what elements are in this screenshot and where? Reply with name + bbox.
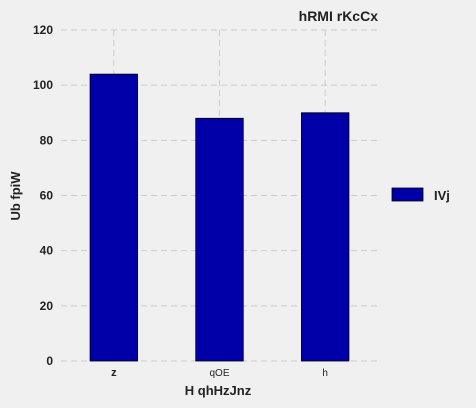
y-tick-label: 100 [33, 78, 53, 92]
y-tick-labels: 0 20 40 60 80 100 120 [33, 23, 53, 368]
x-tick-label: h [322, 368, 328, 379]
y-tick-label: 0 [46, 354, 53, 368]
y-tick-label: 40 [40, 244, 54, 258]
y-tick-label: 20 [40, 299, 54, 313]
bar-h [300, 112, 350, 362]
chart-title: hRMI rKcCx [299, 8, 379, 24]
bar-z [89, 73, 139, 362]
y-axis-title: Ub fpiW [8, 171, 23, 221]
y-tick-label: 80 [40, 133, 54, 147]
legend: IVj [391, 187, 450, 203]
bar-qOE [195, 117, 244, 362]
legend-swatch [391, 187, 424, 202]
bars [89, 73, 350, 362]
y-tick-label: 60 [40, 189, 54, 203]
x-axis-title: H qhHzJnz [185, 383, 252, 398]
y-tick-label: 120 [33, 23, 53, 37]
x-tick-label: z [111, 367, 117, 379]
x-tick-label: qOE [209, 368, 229, 379]
legend-label: IVj [434, 188, 450, 203]
x-tick-labels: z qOE h [111, 367, 328, 379]
